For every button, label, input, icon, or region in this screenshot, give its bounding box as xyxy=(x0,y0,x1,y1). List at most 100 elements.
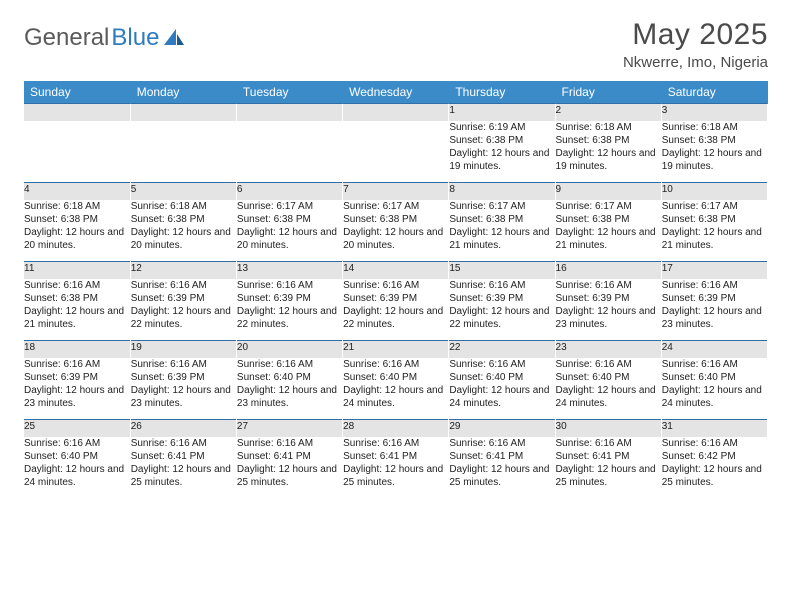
sunrise-line: Sunrise: 6:17 AM xyxy=(556,200,661,213)
sunrise-line: Sunrise: 6:18 AM xyxy=(131,200,236,213)
sunset-line: Sunset: 6:38 PM xyxy=(556,213,661,226)
calendar-table: Sunday Monday Tuesday Wednesday Thursday… xyxy=(24,81,768,499)
sunrise-line: Sunrise: 6:16 AM xyxy=(131,437,236,450)
sunset-line: Sunset: 6:39 PM xyxy=(556,292,661,305)
day-number-row: 123 xyxy=(24,104,768,121)
sunrise-line: Sunrise: 6:16 AM xyxy=(449,358,554,371)
day-number-cell: 26 xyxy=(130,420,236,437)
sunrise-line: Sunrise: 6:19 AM xyxy=(449,121,554,134)
day-number-cell: 25 xyxy=(24,420,130,437)
daylight-line: Daylight: 12 hours and 25 minutes. xyxy=(131,463,236,489)
day-number-cell: 13 xyxy=(236,262,342,279)
daylight-line: Daylight: 12 hours and 22 minutes. xyxy=(449,305,554,331)
sunrise-line: Sunrise: 6:17 AM xyxy=(343,200,448,213)
sunset-line: Sunset: 6:38 PM xyxy=(556,134,661,147)
day-content-cell: Sunrise: 6:16 AMSunset: 6:39 PMDaylight:… xyxy=(130,279,236,341)
daylight-line: Daylight: 12 hours and 19 minutes. xyxy=(449,147,554,173)
daylight-line: Daylight: 12 hours and 24 minutes. xyxy=(24,463,130,489)
sunrise-line: Sunrise: 6:16 AM xyxy=(24,279,130,292)
daylight-line: Daylight: 12 hours and 21 minutes. xyxy=(24,305,130,331)
weekday-header: Friday xyxy=(555,81,661,104)
brand-text-1: General xyxy=(24,24,109,52)
daylight-line: Daylight: 12 hours and 25 minutes. xyxy=(449,463,554,489)
day-number-cell: 1 xyxy=(449,104,555,121)
day-number-cell: 19 xyxy=(130,341,236,358)
sunrise-line: Sunrise: 6:16 AM xyxy=(662,358,767,371)
day-content-cell: Sunrise: 6:16 AMSunset: 6:40 PMDaylight:… xyxy=(343,358,449,420)
day-number-cell: 7 xyxy=(343,183,449,200)
daylight-line: Daylight: 12 hours and 23 minutes. xyxy=(237,384,342,410)
daylight-line: Daylight: 12 hours and 24 minutes. xyxy=(556,384,661,410)
day-content-cell: Sunrise: 6:16 AMSunset: 6:39 PMDaylight:… xyxy=(24,358,130,420)
day-number-cell: 21 xyxy=(343,341,449,358)
daylight-line: Daylight: 12 hours and 25 minutes. xyxy=(237,463,342,489)
day-content-cell: Sunrise: 6:17 AMSunset: 6:38 PMDaylight:… xyxy=(555,200,661,262)
sunset-line: Sunset: 6:41 PM xyxy=(237,450,342,463)
day-content-cell xyxy=(130,121,236,183)
day-content-cell: Sunrise: 6:16 AMSunset: 6:38 PMDaylight:… xyxy=(24,279,130,341)
day-number-cell xyxy=(130,104,236,121)
day-content-cell: Sunrise: 6:16 AMSunset: 6:39 PMDaylight:… xyxy=(130,358,236,420)
daylight-line: Daylight: 12 hours and 21 minutes. xyxy=(556,226,661,252)
day-content-cell: Sunrise: 6:16 AMSunset: 6:39 PMDaylight:… xyxy=(555,279,661,341)
day-number-cell: 17 xyxy=(661,262,767,279)
brand-text-2: Blue xyxy=(111,24,159,52)
daylight-line: Daylight: 12 hours and 21 minutes. xyxy=(662,226,767,252)
daylight-line: Daylight: 12 hours and 20 minutes. xyxy=(237,226,342,252)
sunset-line: Sunset: 6:41 PM xyxy=(556,450,661,463)
sunrise-line: Sunrise: 6:18 AM xyxy=(24,200,130,213)
daylight-line: Daylight: 12 hours and 24 minutes. xyxy=(662,384,767,410)
sunset-line: Sunset: 6:38 PM xyxy=(449,213,554,226)
day-number-cell: 20 xyxy=(236,341,342,358)
sunset-line: Sunset: 6:38 PM xyxy=(24,213,130,226)
daylight-line: Daylight: 12 hours and 23 minutes. xyxy=(662,305,767,331)
daylight-line: Daylight: 12 hours and 20 minutes. xyxy=(24,226,130,252)
location-label: Nkwerre, Imo, Nigeria xyxy=(623,54,768,71)
sunrise-line: Sunrise: 6:17 AM xyxy=(662,200,767,213)
sunset-line: Sunset: 6:39 PM xyxy=(449,292,554,305)
sunrise-line: Sunrise: 6:16 AM xyxy=(24,358,130,371)
daylight-line: Daylight: 12 hours and 24 minutes. xyxy=(343,384,448,410)
day-content-cell: Sunrise: 6:16 AMSunset: 6:40 PMDaylight:… xyxy=(236,358,342,420)
sunrise-line: Sunrise: 6:16 AM xyxy=(662,437,767,450)
calendar-body: 123Sunrise: 6:19 AMSunset: 6:38 PMDaylig… xyxy=(24,104,768,499)
day-number-cell: 18 xyxy=(24,341,130,358)
day-content-cell: Sunrise: 6:17 AMSunset: 6:38 PMDaylight:… xyxy=(236,200,342,262)
sunrise-line: Sunrise: 6:16 AM xyxy=(131,358,236,371)
sunrise-line: Sunrise: 6:16 AM xyxy=(662,279,767,292)
day-number-cell xyxy=(343,104,449,121)
day-number-cell: 5 xyxy=(130,183,236,200)
day-number-cell: 28 xyxy=(343,420,449,437)
day-number-row: 11121314151617 xyxy=(24,262,768,279)
day-number-cell: 14 xyxy=(343,262,449,279)
brand-sail-icon xyxy=(163,28,185,46)
sunset-line: Sunset: 6:38 PM xyxy=(662,134,767,147)
weekday-header: Saturday xyxy=(661,81,767,104)
daylight-line: Daylight: 12 hours and 20 minutes. xyxy=(131,226,236,252)
daylight-line: Daylight: 12 hours and 22 minutes. xyxy=(343,305,448,331)
day-content-cell: Sunrise: 6:16 AMSunset: 6:39 PMDaylight:… xyxy=(236,279,342,341)
day-number-row: 25262728293031 xyxy=(24,420,768,437)
sunrise-line: Sunrise: 6:17 AM xyxy=(237,200,342,213)
day-content-cell: Sunrise: 6:16 AMSunset: 6:42 PMDaylight:… xyxy=(661,437,767,499)
sunset-line: Sunset: 6:38 PM xyxy=(343,213,448,226)
day-content-cell: Sunrise: 6:18 AMSunset: 6:38 PMDaylight:… xyxy=(130,200,236,262)
sunset-line: Sunset: 6:38 PM xyxy=(662,213,767,226)
day-number-cell: 3 xyxy=(661,104,767,121)
daylight-line: Daylight: 12 hours and 25 minutes. xyxy=(556,463,661,489)
sunrise-line: Sunrise: 6:16 AM xyxy=(556,437,661,450)
sunset-line: Sunset: 6:39 PM xyxy=(131,292,236,305)
sunset-line: Sunset: 6:39 PM xyxy=(24,371,130,384)
day-content-cell xyxy=(236,121,342,183)
day-number-cell: 10 xyxy=(661,183,767,200)
daylight-line: Daylight: 12 hours and 22 minutes. xyxy=(131,305,236,331)
sunset-line: Sunset: 6:40 PM xyxy=(556,371,661,384)
header: GeneralBlue May 2025 Nkwerre, Imo, Niger… xyxy=(24,18,768,71)
day-content-cell: Sunrise: 6:16 AMSunset: 6:41 PMDaylight:… xyxy=(555,437,661,499)
daylight-line: Daylight: 12 hours and 22 minutes. xyxy=(237,305,342,331)
sunset-line: Sunset: 6:38 PM xyxy=(237,213,342,226)
day-content-cell: Sunrise: 6:17 AMSunset: 6:38 PMDaylight:… xyxy=(343,200,449,262)
sunset-line: Sunset: 6:40 PM xyxy=(237,371,342,384)
weekday-header: Sunday xyxy=(24,81,130,104)
daylight-line: Daylight: 12 hours and 19 minutes. xyxy=(556,147,661,173)
